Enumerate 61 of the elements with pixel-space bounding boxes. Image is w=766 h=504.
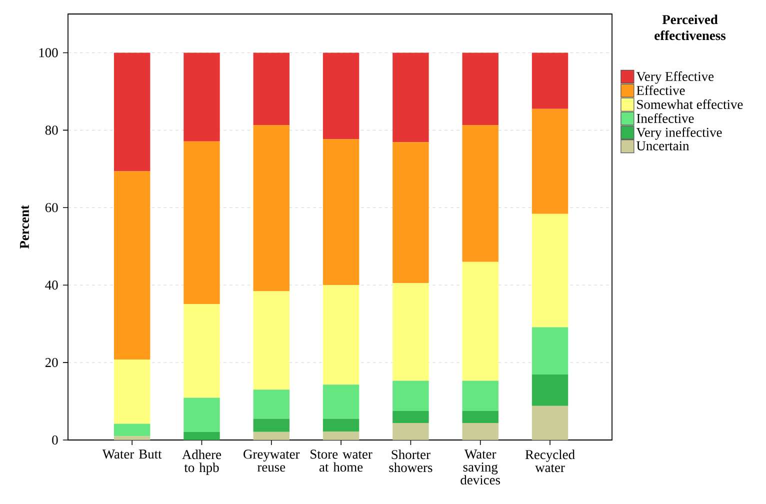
x-tick-label: Water saving devices <box>460 450 500 485</box>
bar <box>253 125 290 292</box>
bar <box>114 359 150 424</box>
y-tick-label: 100 <box>39 48 58 58</box>
bar <box>532 108 568 214</box>
x-tick-label: Recycled water <box>525 450 575 472</box>
bar <box>184 432 220 440</box>
y-axis-title: Percent <box>20 205 29 249</box>
bar <box>253 390 290 419</box>
x-tick-label: Store water at home <box>310 450 372 472</box>
bar <box>322 418 360 432</box>
bar <box>114 424 150 436</box>
legend-label: Very ineffective <box>636 127 722 140</box>
x-tick-label: Adhere to hpb <box>182 450 222 475</box>
y-tick-label: 40 <box>45 280 58 290</box>
bar <box>462 410 498 423</box>
bar <box>114 436 150 440</box>
x-tick-label: Shorter showers <box>389 450 432 472</box>
legend-label: Uncertain <box>636 141 690 150</box>
bar <box>114 171 150 360</box>
x-tick-label: Greywater reuse <box>244 450 300 472</box>
bar <box>392 52 429 142</box>
bar <box>392 283 429 381</box>
bar <box>253 432 290 440</box>
bar <box>462 52 498 126</box>
legend-label: Somewhat effective <box>637 99 743 109</box>
bar <box>392 410 429 423</box>
bar <box>532 374 568 406</box>
bar <box>462 380 498 411</box>
y-tick-label: 0 <box>52 435 58 445</box>
bar <box>392 422 429 440</box>
bar <box>392 142 429 284</box>
bar <box>532 406 568 440</box>
bar <box>322 285 360 385</box>
bar <box>322 52 360 140</box>
legend-label: Effective <box>636 85 685 96</box>
bar <box>462 262 498 381</box>
bar <box>322 384 360 419</box>
bar <box>532 214 568 328</box>
bar <box>253 291 290 390</box>
bar <box>532 327 568 375</box>
legend-title: Perceived effectiveness <box>654 14 726 40</box>
y-tick-label: 20 <box>45 358 58 368</box>
bar <box>114 52 150 172</box>
bar <box>532 52 568 109</box>
x-tick-label: Water Butt <box>102 450 162 459</box>
y-tick-label: 80 <box>45 126 58 135</box>
y-tick-label: 60 <box>45 203 58 212</box>
bar <box>184 398 220 432</box>
legend-label: Ineffective <box>636 113 694 123</box>
bar <box>322 139 360 286</box>
bar <box>253 418 290 432</box>
bar <box>462 422 498 440</box>
bar <box>184 52 220 142</box>
legend-label: Very Effective <box>636 71 714 84</box>
bar <box>392 380 429 411</box>
bar <box>184 304 220 398</box>
bar <box>253 52 290 126</box>
bar <box>322 431 360 440</box>
bar <box>184 141 220 304</box>
bar <box>462 125 498 262</box>
